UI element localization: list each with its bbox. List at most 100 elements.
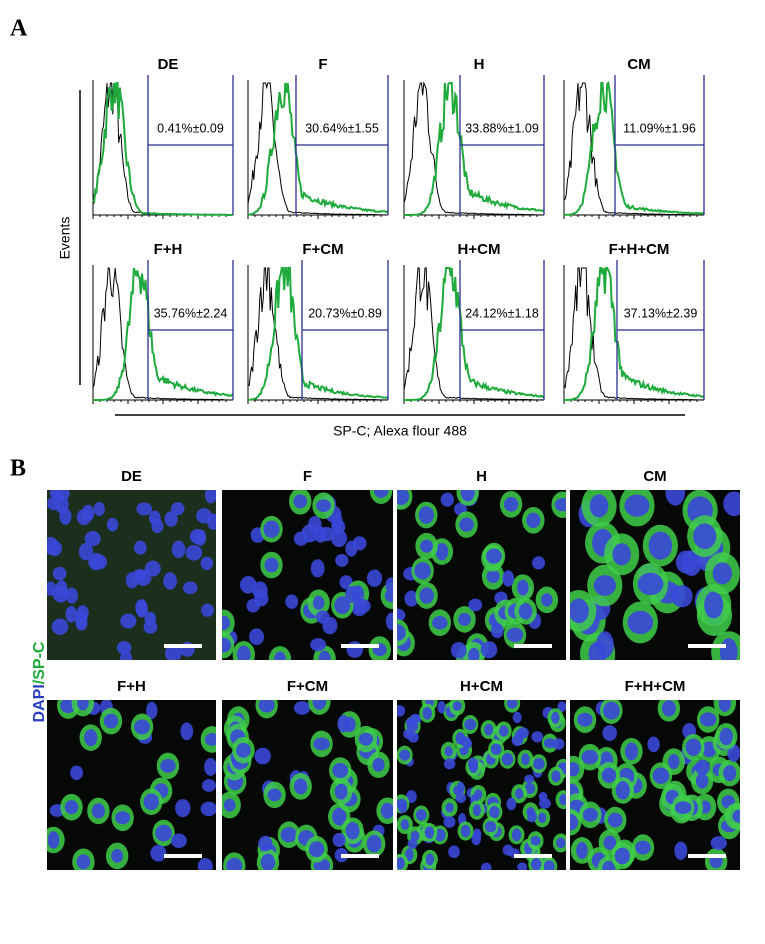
nucleus: [484, 723, 494, 736]
nucleus: [115, 811, 131, 825]
nucleus: [517, 579, 529, 596]
nucleus: [695, 773, 709, 789]
image-title: H: [476, 468, 487, 485]
nucleus: [499, 725, 509, 737]
nucleus: [624, 494, 650, 517]
nucleus: [155, 824, 172, 842]
nucleus: [607, 812, 623, 828]
nucleus: [150, 844, 167, 862]
nucleus: [501, 752, 514, 766]
nucleus: [293, 494, 308, 509]
nucleus: [65, 587, 78, 604]
nucleus: [718, 700, 731, 713]
nucleus: [486, 569, 500, 584]
sample-histogram: [247, 82, 389, 216]
nucleus: [719, 638, 738, 660]
nucleus: [459, 517, 474, 532]
nucleus: [524, 774, 535, 784]
nucleus: [420, 539, 434, 553]
nucleus: [332, 762, 349, 779]
nucleus: [674, 841, 688, 860]
nucleus: [480, 862, 492, 870]
nucleus: [70, 765, 84, 780]
nucleus: [444, 746, 453, 757]
nucleus: [552, 738, 565, 750]
nucleus: [407, 838, 418, 849]
nucleus: [468, 757, 479, 770]
nucleus: [373, 490, 389, 498]
nucleus: [602, 860, 616, 870]
nucleus: [222, 615, 231, 631]
nucleus: [397, 705, 406, 717]
nucleus: [171, 540, 186, 559]
nucleus: [512, 711, 522, 724]
nucleus: [47, 831, 60, 849]
nucleus: [366, 569, 383, 587]
nucleus: [175, 799, 191, 818]
nucleus: [310, 638, 327, 652]
nucleus: [134, 719, 151, 735]
nucleus: [143, 620, 158, 634]
micrograph: [47, 700, 216, 870]
nucleus: [530, 835, 541, 846]
nucleus: [200, 556, 214, 571]
nucleus: [106, 517, 119, 532]
control-histogram: [403, 267, 545, 401]
nucleus: [408, 731, 419, 743]
nucleus: [589, 494, 609, 518]
nucleus: [506, 797, 517, 811]
control-histogram: [403, 81, 544, 216]
plot-title: F+H+CM: [609, 241, 670, 258]
nucleus: [419, 587, 434, 604]
plot-title: F: [318, 56, 327, 73]
nucleus: [204, 757, 216, 776]
micrograph: [222, 490, 393, 660]
nucleus: [285, 594, 299, 609]
nucleus: [405, 848, 414, 862]
nucleus: [136, 502, 153, 516]
nucleus: [503, 497, 519, 512]
nucleus: [471, 832, 481, 846]
nucleus: [582, 807, 598, 822]
nucleus: [64, 800, 79, 815]
nucleus: [312, 700, 327, 710]
nucleus: [648, 531, 673, 560]
nucleus: [254, 747, 271, 765]
plot-title: DE: [158, 56, 179, 73]
nucleus: [404, 590, 419, 607]
nucleus: [263, 520, 280, 538]
nucleus: [133, 540, 147, 555]
nucleus: [596, 631, 614, 659]
nucleus: [710, 836, 727, 850]
panel-a-label: A: [10, 16, 28, 42]
nucleus: [602, 725, 617, 742]
nucleus: [543, 860, 555, 870]
nucleus: [274, 651, 286, 660]
nucleus: [52, 566, 67, 581]
nucleus: [170, 502, 185, 516]
nucleus: [467, 647, 480, 660]
nucleus: [405, 717, 417, 728]
sample-histogram: [404, 82, 545, 216]
nucleus: [685, 738, 702, 756]
gate-label: 20.73%±0.89: [308, 306, 382, 320]
nucleus: [132, 569, 147, 582]
nucleus: [437, 700, 446, 714]
micrograph: [397, 700, 566, 870]
image-title: F+CM: [287, 678, 328, 695]
nucleus: [337, 715, 350, 733]
nucleus: [515, 788, 524, 800]
nucleus: [318, 650, 331, 660]
nucleus: [260, 853, 276, 870]
spc-label: /SP-C: [31, 641, 48, 684]
nucleus: [665, 490, 686, 506]
nucleus: [204, 733, 216, 746]
nucleus: [111, 849, 124, 863]
nucleus: [502, 844, 514, 856]
gate-label: 30.64%±1.55: [305, 121, 379, 135]
nucleus: [47, 540, 62, 557]
nucleus: [490, 623, 504, 639]
nucleus: [551, 711, 560, 724]
nucleus: [143, 793, 160, 811]
nucleus: [526, 512, 541, 528]
